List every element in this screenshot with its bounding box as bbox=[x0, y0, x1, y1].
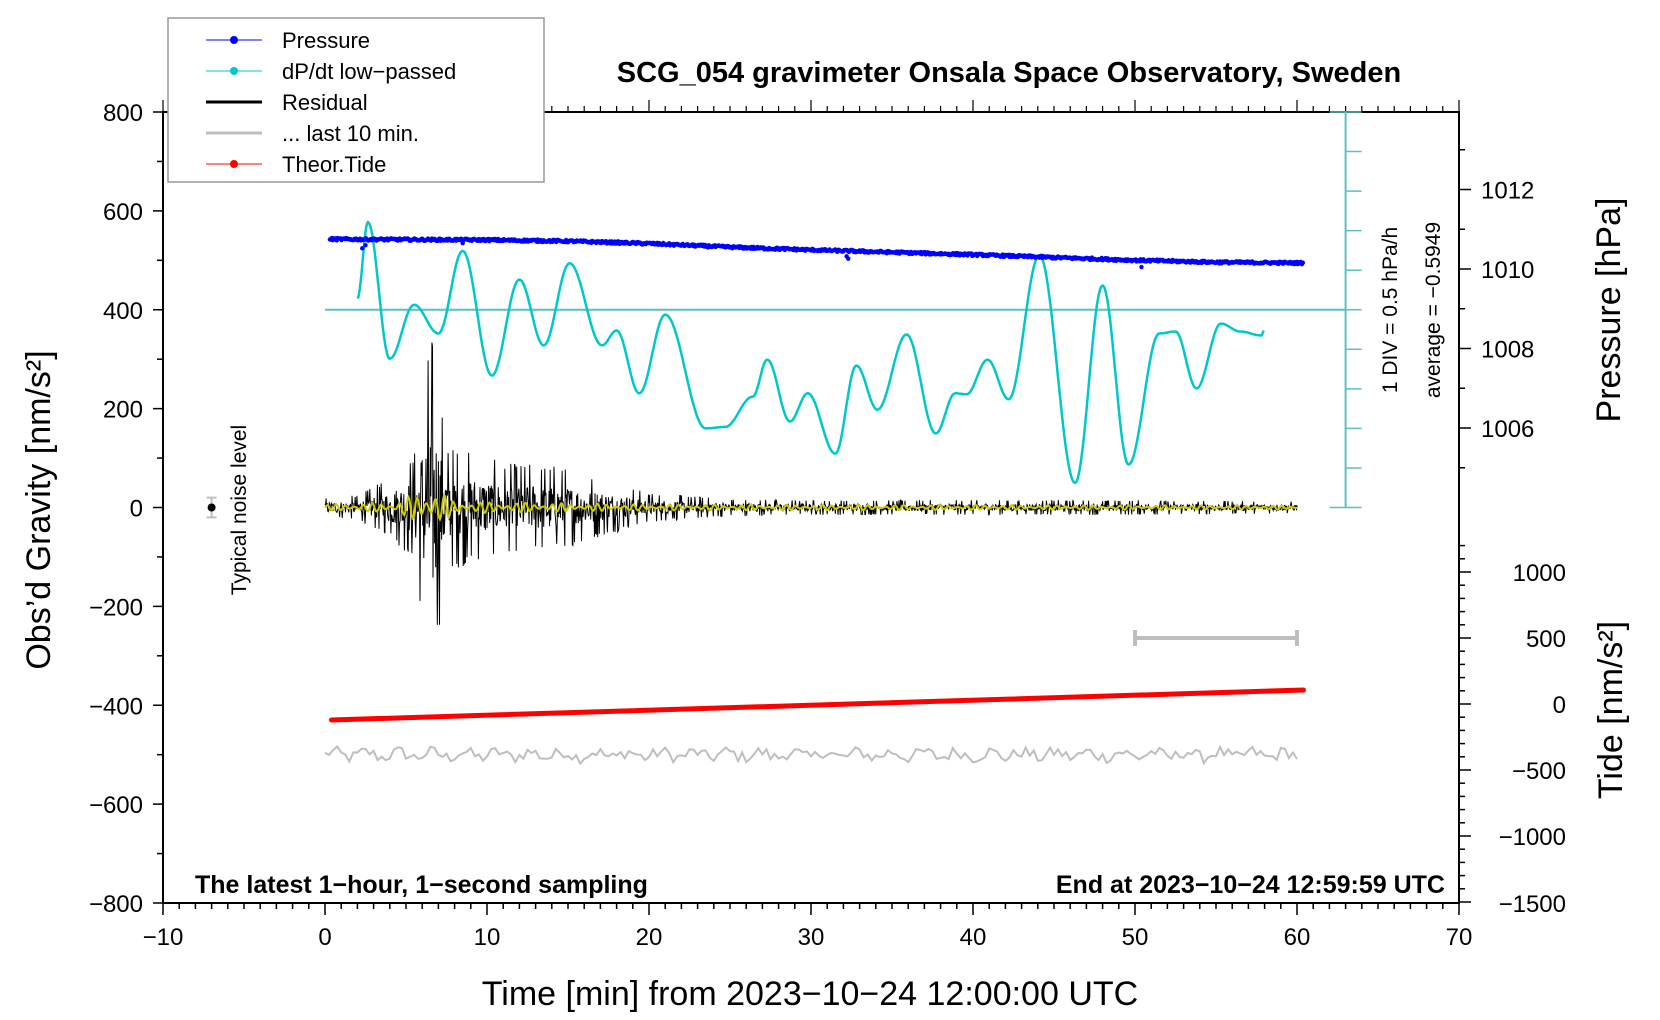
pressure-point bbox=[1300, 260, 1306, 265]
legend-swatch-dot bbox=[230, 160, 238, 168]
y-tick-label: −200 bbox=[89, 594, 143, 621]
residual-line bbox=[324, 342, 1298, 625]
y-tick-label: 0 bbox=[130, 496, 143, 523]
x-tick-label: −10 bbox=[143, 924, 184, 951]
legend-label: Pressure bbox=[282, 28, 370, 53]
x-tick-label: 70 bbox=[1446, 924, 1473, 951]
sampling-note: The latest 1−hour, 1−second sampling bbox=[195, 871, 648, 899]
tide-tick-label: −500 bbox=[1512, 758, 1566, 785]
last-10-min-line bbox=[324, 744, 1298, 766]
pressure-series bbox=[327, 235, 1306, 270]
end-time-note: End at 2023−10−24 12:59:59 UTC bbox=[1056, 871, 1445, 899]
x-tick-label: 30 bbox=[798, 924, 825, 951]
pressure-outlier-point bbox=[460, 240, 465, 246]
y-tick-label: −400 bbox=[89, 693, 143, 720]
y-tick-label: 400 bbox=[103, 298, 143, 325]
x-tick-label: 20 bbox=[636, 924, 663, 951]
legend-label: dP/dt low−passed bbox=[282, 59, 456, 84]
pressure-tick-label: 1006 bbox=[1481, 416, 1534, 443]
legend: Pressure dP/dt low−passed Residual ... last… bbox=[167, 17, 545, 183]
x-tick-label: 0 bbox=[318, 924, 331, 951]
y-tick-label: −800 bbox=[89, 891, 143, 918]
scale-average-label: average = −0.5949 bbox=[1422, 222, 1445, 398]
x-tick-label: 60 bbox=[1284, 924, 1311, 951]
axes-ticks: −10 0 10 20 30 40 50 60 70 −800 −600 −400 −200 0 200 40… bbox=[89, 100, 1566, 951]
theoretical-tide-line bbox=[328, 687, 1306, 723]
tide-tick-label: −1500 bbox=[1499, 891, 1566, 918]
y-tick-label: 200 bbox=[103, 397, 143, 424]
pressure-tick-label: 1012 bbox=[1481, 178, 1534, 205]
tide-tick-label: −1000 bbox=[1499, 824, 1566, 851]
pressure-outlier-point bbox=[360, 246, 365, 251]
y-tick-label: 600 bbox=[103, 199, 143, 226]
noise-level-label: Typical noise level bbox=[228, 425, 251, 595]
pressure-tick-label: 1008 bbox=[1481, 337, 1534, 364]
tide-tick-label: 1000 bbox=[1513, 560, 1566, 587]
x-axis-title: Time [min] from 2023−10−24 12:00:00 UTC bbox=[482, 975, 1138, 1013]
residual-smoothed-line bbox=[324, 493, 1298, 522]
pressure-tick-label: 1010 bbox=[1481, 257, 1534, 284]
x-tick-label: 40 bbox=[960, 924, 987, 951]
y-axis-title-tide: Tide [nm/s²] bbox=[1592, 621, 1630, 799]
y-tick-label: −600 bbox=[89, 792, 143, 819]
scale-div-label: 1 DIV = 0.5 hPa/h bbox=[1379, 227, 1402, 393]
legend-label: Theor.Tide bbox=[282, 152, 386, 177]
x-tick-label: 10 bbox=[474, 924, 501, 951]
y-tick-label: 800 bbox=[103, 100, 143, 127]
data-series bbox=[206, 111, 1362, 766]
legend-swatch-dot bbox=[230, 67, 238, 75]
legend-box bbox=[167, 17, 545, 183]
pressure-outlier-point bbox=[363, 242, 368, 248]
pressure-outlier-point bbox=[846, 256, 851, 261]
y-axis-title-left: Obs’d Gravity [nm/s²] bbox=[20, 350, 58, 669]
x-tick-label: 50 bbox=[1122, 924, 1149, 951]
legend-swatch-dot bbox=[230, 36, 238, 44]
noise-marker-dot bbox=[207, 503, 216, 512]
dpdt-line bbox=[356, 220, 1265, 485]
legend-label: ... last 10 min. bbox=[282, 121, 419, 146]
tide-tick-label: 0 bbox=[1553, 692, 1566, 719]
y-axis-title-pressure: Pressure [hPa] bbox=[1590, 198, 1628, 423]
legend-label: Residual bbox=[282, 90, 368, 115]
pressure-outlier-point bbox=[1139, 264, 1144, 270]
chart-title: SCG_054 gravimeter Onsala Space Observat… bbox=[617, 57, 1401, 89]
tide-tick-label: 500 bbox=[1526, 626, 1566, 653]
